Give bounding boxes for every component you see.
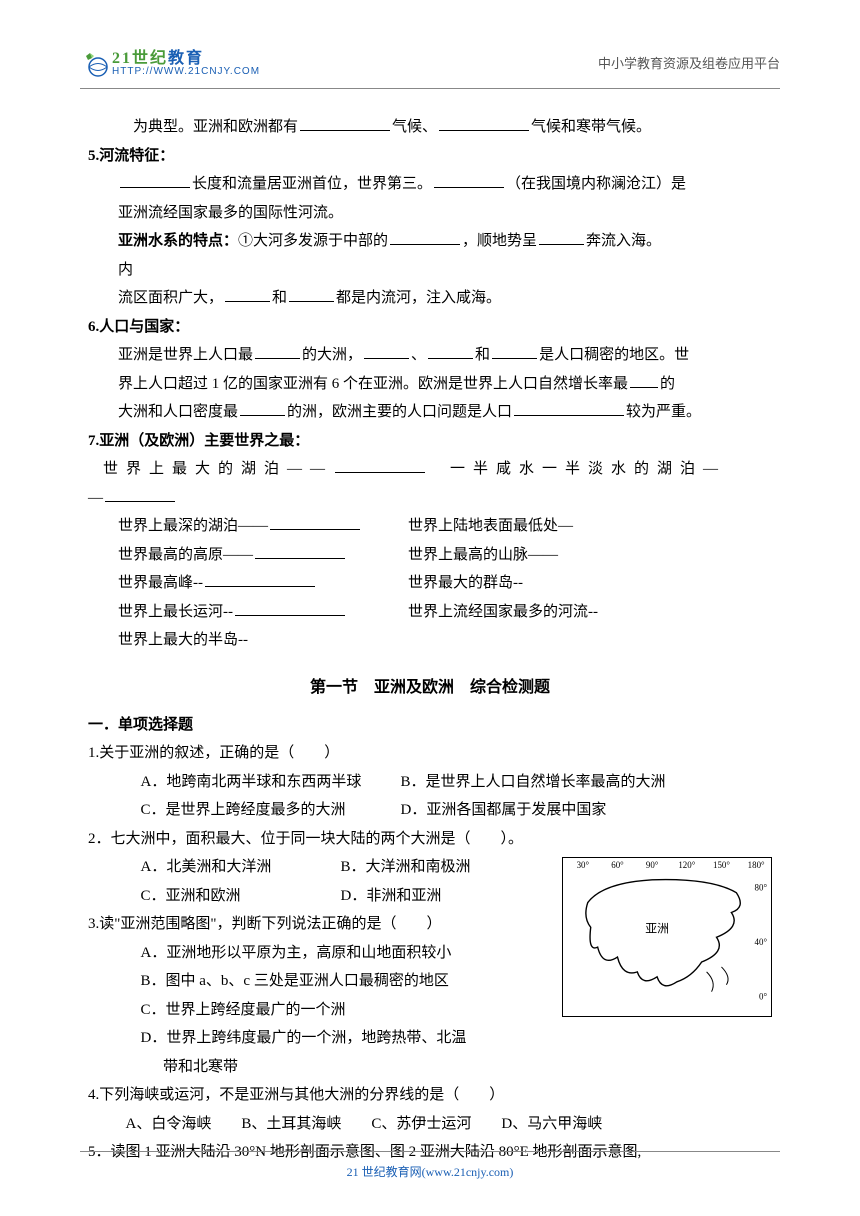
test-title: 第一节 亚洲及欧洲 综合检测题	[88, 673, 772, 703]
q3-opt-a: A．亚洲地形以平原为主，高原和山地面积较小	[88, 939, 552, 968]
content: 为典型。亚洲和欧洲都有气候、气候和寒带气候。 5.河流特征： 长度和流量居亚洲首…	[80, 113, 780, 1167]
q4-opts: A、白令海峡 B、土耳其海峡 C、苏伊士运河 D、马六甲海峡	[88, 1110, 772, 1139]
svg-text:0°: 0°	[759, 992, 767, 1002]
section-5-line4: 内	[88, 256, 772, 285]
svg-text:120°: 120°	[678, 860, 695, 870]
logo-url: HTTP://WWW.21CNJY.COM	[112, 67, 260, 77]
footer-text: 21 世纪教育网(www.21cnjy.com)	[347, 1165, 514, 1179]
super-row-3: 世界最高的高原—— 世界上最高的山脉——	[88, 541, 772, 570]
super-row-4: 世界最高峰-- 世界最大的群岛--	[88, 569, 772, 598]
header-rule	[80, 88, 780, 89]
q3-opt-b: B．图中 a、b、c 三处是亚洲人口最稠密的地区	[88, 967, 552, 996]
asia-map: 30° 60° 90° 120° 150° 180° 80° 40° 0°	[562, 857, 772, 1017]
q2-opts-ab: A．北美洲和大洋洲B．大洋洲和南极洲	[88, 853, 552, 882]
q1-stem: 1.关于亚洲的叙述，正确的是（ ）	[88, 739, 772, 768]
map-container: 30° 60° 90° 120° 150° 180° 80° 40° 0°	[562, 825, 772, 1082]
super-row-5: 世界上最长运河-- 世界上流经国家最多的河流--	[88, 598, 772, 627]
logo-cn-2: 教育	[168, 50, 204, 67]
section-5-title: 5.河流特征：	[88, 142, 772, 171]
test-section-a: 一．单项选择题	[88, 711, 772, 740]
section-6-title: 6.人口与国家：	[88, 313, 772, 342]
q3-stem: 3.读"亚洲范围略图"，判断下列说法正确的是（ ）	[88, 910, 552, 939]
section-6-line3: 大洲和人口密度最的洲，欧洲主要的人口问题是人口较为严重。	[88, 398, 772, 427]
svg-text:30°: 30°	[577, 860, 590, 870]
section-5-line5: 流区面积广大，和都是内流河，注入咸海。	[88, 284, 772, 313]
q1-opts-cd: C．是世界上跨经度最多的大洲D．亚洲各国都属于发展中国家	[88, 796, 772, 825]
svg-text:亚洲: 亚洲	[645, 921, 669, 935]
logo-icon	[80, 50, 108, 78]
section-6-line1: 亚洲是世界上人口最的大洲，、和是人口稠密的地区。世	[88, 341, 772, 370]
page-footer: 21 世纪教育网(www.21cnjy.com)	[0, 1151, 860, 1187]
super-row-2: 世界上最深的湖泊—— 世界上陆地表面最低处—	[88, 512, 772, 541]
intro-line: 为典型。亚洲和欧洲都有气候、气候和寒带气候。	[88, 113, 772, 142]
super-row-6: 世界上最大的半岛--	[88, 626, 772, 655]
map-svg: 30° 60° 90° 120° 150° 180° 80° 40° 0°	[563, 858, 771, 1016]
logo-text: 21世纪教育 HTTP://WWW.21CNJY.COM	[112, 51, 260, 77]
logo-cn-1: 21世纪	[112, 50, 168, 67]
section-5-line3: 亚洲水系的特点：①大河多发源于中部的，顺地势呈奔流入海。	[88, 227, 772, 256]
svg-text:90°: 90°	[646, 860, 659, 870]
svg-text:150°: 150°	[713, 860, 730, 870]
q3-opt-d2: 带和北寒带	[88, 1053, 552, 1082]
section-5-line1: 长度和流量居亚洲首位，世界第三。（在我国境内称澜沧江）是	[88, 170, 772, 199]
q2-stem: 2．七大洲中，面积最大、位于同一块大陆的两个大洲是（ ）。	[88, 825, 552, 854]
section-5-line2: 亚洲流经国家最多的国际性河流。	[88, 199, 772, 228]
q1-opts-ab: A．地跨南北两半球和东西两半球B．是世界上人口自然增长率最高的大洲	[88, 768, 772, 797]
q4-stem: 4.下列海峡或运河，不是亚洲与其他大洲的分界线的是（ ）	[88, 1081, 772, 1110]
section-6-line2: 界上人口超过 1 亿的国家亚洲有 6 个在亚洲。欧洲是世界上人口自然增长率最的	[88, 370, 772, 399]
svg-text:80°: 80°	[755, 883, 768, 893]
q2-opts-cd: C．亚洲和欧洲D．非洲和亚洲	[88, 882, 552, 911]
svg-text:180°: 180°	[748, 860, 765, 870]
svg-text:40°: 40°	[755, 937, 768, 947]
page: 21世纪教育 HTTP://WWW.21CNJY.COM 中小学教育资源及组卷应…	[0, 0, 860, 1216]
super-row-1: 世界上最大的湖泊—— 一半咸水一半淡水的湖泊—	[88, 455, 772, 484]
q2-q3-block: 2．七大洲中，面积最大、位于同一块大陆的两个大洲是（ ）。 A．北美洲和大洋洲B…	[88, 825, 772, 1082]
svg-text:60°: 60°	[611, 860, 624, 870]
q3-opt-c: C．世界上跨经度最广的一个洲	[88, 996, 552, 1025]
page-header: 21世纪教育 HTTP://WWW.21CNJY.COM 中小学教育资源及组卷应…	[80, 50, 780, 78]
logo: 21世纪教育 HTTP://WWW.21CNJY.COM	[80, 50, 260, 78]
section-7-title: 7.亚洲（及欧洲）主要世界之最：	[88, 427, 772, 456]
q3-opt-d: D．世界上跨纬度最广的一个洲，地跨热带、北温	[88, 1024, 552, 1053]
super-row-1b: —	[88, 484, 772, 513]
header-platform-text: 中小学教育资源及组卷应用平台	[598, 52, 780, 77]
footer-rule	[80, 1151, 780, 1152]
